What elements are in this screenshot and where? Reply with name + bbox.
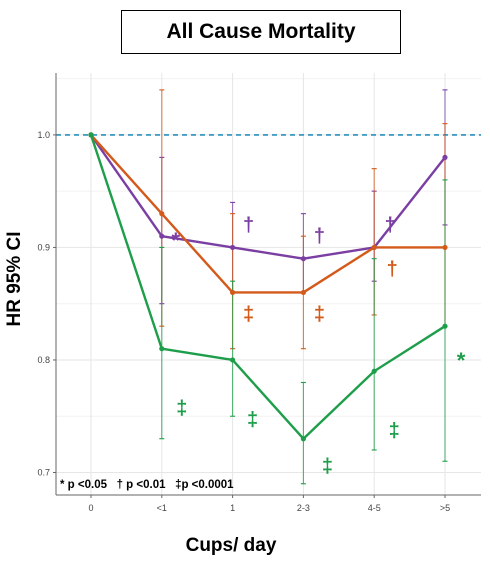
data-point [88, 132, 94, 138]
series-lines [89, 134, 446, 440]
y-tick-label: 0.9 [37, 242, 50, 252]
tick-labels: 0.7 0.8 0.9 1.0 0 <1 1 2-3 4-5 >5 [37, 130, 450, 513]
data-point [442, 244, 448, 251]
data-point [371, 368, 377, 374]
significance-marker: † [385, 214, 396, 236]
series-line [89, 134, 446, 440]
chart-title: All Cause Mortality [121, 10, 401, 54]
significance-marker: * [457, 348, 466, 373]
significance-marker: ‡ [314, 303, 325, 325]
significance-marker: ‡ [176, 398, 187, 420]
y-tick-label: 1.0 [37, 130, 50, 140]
y-tick-label: 0.7 [37, 467, 50, 477]
data-point [300, 256, 306, 262]
significance-marker: * [172, 228, 181, 253]
x-tick-label: 0 [88, 503, 93, 513]
significance-marker: † [314, 226, 325, 248]
data-point [300, 289, 306, 296]
x-axis-label: Cups/ day [186, 535, 277, 556]
data-point [442, 323, 448, 329]
significance-marker: ‡ [243, 303, 254, 325]
series-points [88, 132, 448, 442]
x-tick-label: 4-5 [368, 503, 381, 513]
x-tick-label: 1 [230, 503, 235, 513]
significance-marker: † [243, 214, 254, 236]
axes [53, 73, 481, 498]
y-axis-label: HR 95% CI [4, 231, 25, 326]
significance-marker: ‡ [389, 420, 400, 442]
series-line [90, 134, 446, 260]
data-point [230, 357, 236, 363]
data-point [300, 436, 306, 442]
data-point [442, 154, 448, 160]
data-point [230, 289, 236, 296]
significance-marker: ‡ [247, 409, 258, 431]
significance-marker: † [387, 258, 398, 280]
significance-marker: ‡ [322, 456, 333, 478]
x-tick-label: 2-3 [297, 503, 310, 513]
y-tick-label: 0.8 [37, 355, 50, 365]
x-tick-label: <1 [157, 503, 167, 513]
significance-legend: * p <0.05 † p <0.01 ‡p <0.0001 [60, 479, 234, 491]
series-line [90, 134, 445, 294]
significance-markers: * † † † ‡ ‡ † ‡ ‡ ‡ ‡ * [172, 214, 466, 477]
data-point [159, 233, 165, 239]
data-point [159, 211, 165, 217]
data-point [159, 346, 165, 352]
x-tick-label: >5 [440, 503, 450, 513]
data-point [230, 244, 236, 251]
data-point [371, 244, 377, 251]
plot-background [56, 73, 481, 495]
